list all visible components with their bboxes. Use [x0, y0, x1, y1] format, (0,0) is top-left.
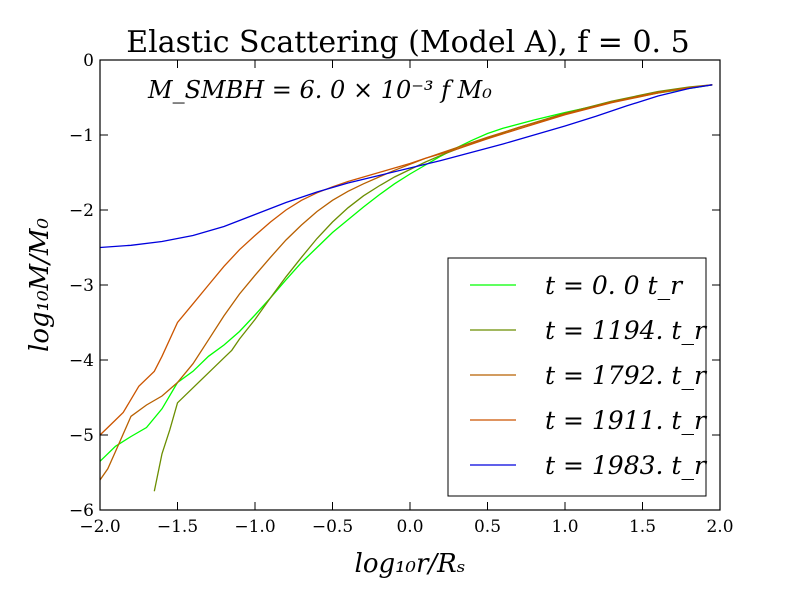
- legend: t = 0. 0 t_rt = 1194. t_rt = 1792. t_rt …: [447, 257, 708, 497]
- x-tick-label: −1.0: [234, 517, 275, 537]
- chart-title: Elastic Scattering (Model A), f = 0. 5: [126, 25, 689, 60]
- plot-frame: [99, 59, 721, 511]
- y-axis-label: log₁₀M/M₀: [25, 217, 55, 351]
- y-tick-label: −5: [69, 426, 94, 446]
- legend-label-3: t = 1911. t_r: [545, 406, 708, 435]
- legend-label-0: t = 0. 0 t_r: [545, 271, 684, 300]
- y-tick-label: −3: [69, 276, 94, 296]
- legend-box: [447, 257, 707, 497]
- legend-label-1: t = 1194. t_r: [545, 316, 708, 345]
- series-line-3: [99, 84, 713, 436]
- x-tick-label: −1.5: [157, 517, 198, 537]
- series-line-4: [99, 84, 713, 249]
- x-tick-label: 2.0: [706, 517, 733, 537]
- y-tick-label: −4: [69, 351, 94, 371]
- x-tick-label: 1.5: [629, 517, 656, 537]
- tick-labels: −2.0 −1.5 −1.0 −0.5 0.0 0.5 1.0 1.5 2.0 0 −1 −2 −3 −4…: [69, 51, 734, 537]
- y-tick-label: −2: [69, 201, 94, 221]
- x-tick-label: 0.5: [474, 517, 501, 537]
- y-tick-label: −1: [69, 126, 94, 146]
- x-tick-label: 0.0: [396, 517, 423, 537]
- legend-label-2: t = 1792. t_r: [545, 361, 708, 390]
- y-tick-label: −6: [69, 501, 94, 521]
- smbh-mass-annotation: M_SMBH = 6. 0 × 10⁻³ f M₀: [147, 76, 492, 104]
- x-axis-label: log₁₀r/Rₛ: [355, 549, 466, 579]
- x-tick-label: 1.0: [551, 517, 578, 537]
- series-line-0: [99, 84, 713, 462]
- x-tick-label: −2.0: [79, 517, 120, 537]
- legend-label-4: t = 1983. t_r: [545, 451, 708, 480]
- series-line-2: [99, 84, 713, 481]
- y-tick-label: 0: [83, 51, 94, 71]
- plot-lines: [99, 84, 713, 492]
- x-tick-label: −0.5: [312, 517, 353, 537]
